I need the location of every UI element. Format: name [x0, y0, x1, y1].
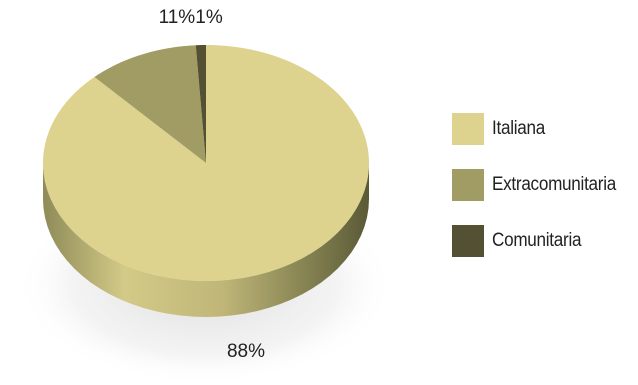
- data-label-italiana: 88%: [227, 341, 265, 362]
- legend-item-italiana: Italiana: [452, 113, 630, 145]
- legend: Italiana Extracomunitaria Comunitaria: [452, 113, 630, 281]
- data-label-extracomunitaria: 11%: [159, 7, 196, 28]
- legend-label-comunitaria: Comunitaria: [492, 230, 582, 251]
- legend-swatch-extracomunitaria: [452, 169, 484, 201]
- pie-side-italiana: [43, 163, 369, 317]
- pie-slice-comunitaria: [195, 45, 206, 163]
- legend-swatch-comunitaria: [452, 225, 484, 257]
- data-label-comunitaria: 1%: [195, 7, 223, 28]
- legend-label-extracomunitaria: Extracomunitaria: [492, 174, 616, 195]
- legend-label-italiana: Italiana: [492, 118, 545, 139]
- legend-item-extracomunitaria: Extracomunitaria: [452, 169, 630, 201]
- legend-item-comunitaria: Comunitaria: [452, 225, 630, 257]
- legend-swatch-italiana: [452, 113, 484, 145]
- pie-slice-extracomunitaria: [94, 45, 206, 164]
